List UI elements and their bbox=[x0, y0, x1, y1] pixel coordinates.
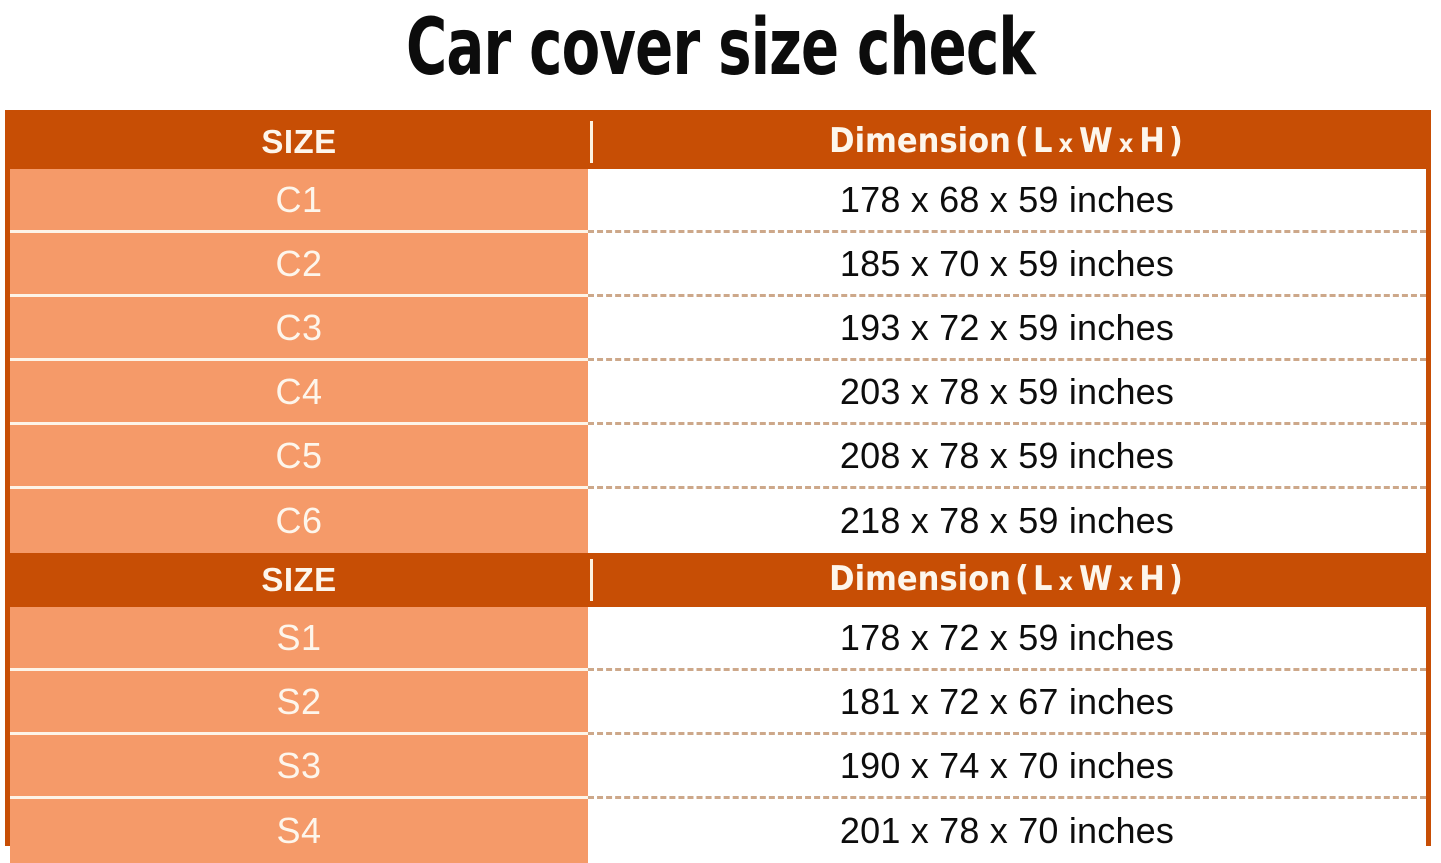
size-label: C6 bbox=[275, 500, 323, 541]
header-cell-size: SIZE bbox=[10, 115, 588, 169]
cell-dimension: 178 x 68 x 59 inches bbox=[588, 169, 1426, 233]
header-label-dimension: Dimension ( L x W x H ) bbox=[828, 561, 1186, 600]
size-label: S3 bbox=[276, 744, 322, 786]
size-label: S2 bbox=[276, 680, 322, 722]
cell-size: S2 bbox=[10, 671, 588, 735]
dimension-times-1: x bbox=[1058, 128, 1073, 158]
cell-dimension: 185 x 70 x 59 inches bbox=[588, 233, 1426, 297]
header-cell-size: SIZE bbox=[10, 553, 588, 607]
table-header-row: SIZE Dimension ( L x W x H ) bbox=[10, 115, 1426, 169]
cell-dimension: 190 x 74 x 70 inches bbox=[588, 735, 1426, 799]
table-row: C5 208 x 78 x 59 inches bbox=[10, 425, 1426, 489]
cell-size: C4 bbox=[10, 361, 588, 425]
size-label: S1 bbox=[276, 616, 322, 658]
table-header-row: SIZE Dimension ( L x W x H ) bbox=[10, 553, 1426, 607]
dimension-times-2: x bbox=[1118, 128, 1134, 158]
size-label: S4 bbox=[276, 810, 322, 851]
dimension-height-letter: H bbox=[1139, 120, 1165, 161]
table-row: S1 178 x 72 x 59 inches bbox=[10, 607, 1426, 671]
dimension-times-1: x bbox=[1058, 566, 1073, 596]
table-row: S2 181 x 72 x 67 inches bbox=[10, 671, 1426, 735]
dimension-value: 178 x 68 x 59 inches bbox=[839, 178, 1175, 220]
table-row: C4 203 x 78 x 59 inches bbox=[10, 361, 1426, 425]
table-row: S3 190 x 74 x 70 inches bbox=[10, 735, 1426, 799]
dimension-width-letter: W bbox=[1078, 558, 1113, 599]
dimension-value: 218 x 78 x 59 inches bbox=[839, 500, 1175, 541]
dimension-height-letter: H bbox=[1139, 558, 1165, 599]
header-cell-dimension: Dimension ( L x W x H ) bbox=[588, 553, 1426, 607]
size-label: C4 bbox=[275, 370, 323, 412]
table-inner: SIZE Dimension ( L x W x H ) bbox=[10, 115, 1426, 863]
dimension-close-paren: ) bbox=[1168, 120, 1183, 161]
cell-dimension: 181 x 72 x 67 inches bbox=[588, 671, 1426, 735]
header-label-size: SIZE bbox=[261, 561, 337, 598]
dimension-width-letter: W bbox=[1078, 120, 1113, 161]
cell-size: C2 bbox=[10, 233, 588, 297]
dimension-value: 193 x 72 x 59 inches bbox=[839, 306, 1175, 348]
dimension-close-paren: ) bbox=[1168, 558, 1183, 599]
cell-dimension: 203 x 78 x 59 inches bbox=[588, 361, 1426, 425]
cell-size: C1 bbox=[10, 169, 588, 233]
dimension-lead-text: Dimension bbox=[829, 558, 1011, 599]
size-label: C2 bbox=[275, 242, 323, 284]
dimension-value: 208 x 78 x 59 inches bbox=[839, 434, 1175, 476]
car-cover-size-table: SIZE Dimension ( L x W x H ) bbox=[5, 110, 1431, 863]
dimension-value: 203 x 78 x 59 inches bbox=[839, 370, 1175, 412]
table-row: C1 178 x 68 x 59 inches bbox=[10, 169, 1426, 233]
dimension-times-2: x bbox=[1118, 566, 1134, 596]
size-label: C1 bbox=[275, 178, 323, 220]
cell-dimension: 208 x 78 x 59 inches bbox=[588, 425, 1426, 489]
cell-dimension: 193 x 72 x 59 inches bbox=[588, 297, 1426, 361]
cell-size: C5 bbox=[10, 425, 588, 489]
dimension-length-letter: L bbox=[1032, 558, 1053, 599]
dimension-open-paren: ( bbox=[1014, 558, 1029, 599]
header-cell-dimension: Dimension ( L x W x H ) bbox=[588, 115, 1426, 169]
header-label-dimension: Dimension ( L x W x H ) bbox=[828, 123, 1186, 162]
cell-size: C6 bbox=[10, 489, 588, 553]
dimension-open-paren: ( bbox=[1014, 120, 1029, 161]
cell-size: C3 bbox=[10, 297, 588, 361]
size-label: C3 bbox=[275, 306, 323, 348]
page-title: Car cover size check bbox=[406, 3, 1036, 93]
header-label-size: SIZE bbox=[261, 123, 337, 160]
size-label: C5 bbox=[275, 434, 323, 476]
table-row: C6 218 x 78 x 59 inches bbox=[10, 489, 1426, 553]
dimension-lead-text: Dimension bbox=[829, 120, 1011, 161]
dimension-value: 201 x 78 x 70 inches bbox=[839, 810, 1175, 851]
table-row: S4 201 x 78 x 70 inches bbox=[10, 799, 1426, 863]
cell-dimension: 218 x 78 x 59 inches bbox=[588, 489, 1426, 553]
dimension-value: 190 x 74 x 70 inches bbox=[839, 744, 1175, 786]
cell-dimension: 201 x 78 x 70 inches bbox=[588, 799, 1426, 863]
cell-size: S1 bbox=[10, 607, 588, 671]
cell-size: S3 bbox=[10, 735, 588, 799]
table-row: C3 193 x 72 x 59 inches bbox=[10, 297, 1426, 361]
dimension-value: 178 x 72 x 59 inches bbox=[839, 616, 1175, 658]
dimension-length-letter: L bbox=[1032, 120, 1053, 161]
cell-size: S4 bbox=[10, 799, 588, 863]
dimension-value: 185 x 70 x 59 inches bbox=[839, 242, 1175, 284]
cell-dimension: 178 x 72 x 59 inches bbox=[588, 607, 1426, 671]
table-row: C2 185 x 70 x 59 inches bbox=[10, 233, 1426, 297]
dimension-value: 181 x 72 x 67 inches bbox=[839, 680, 1175, 722]
